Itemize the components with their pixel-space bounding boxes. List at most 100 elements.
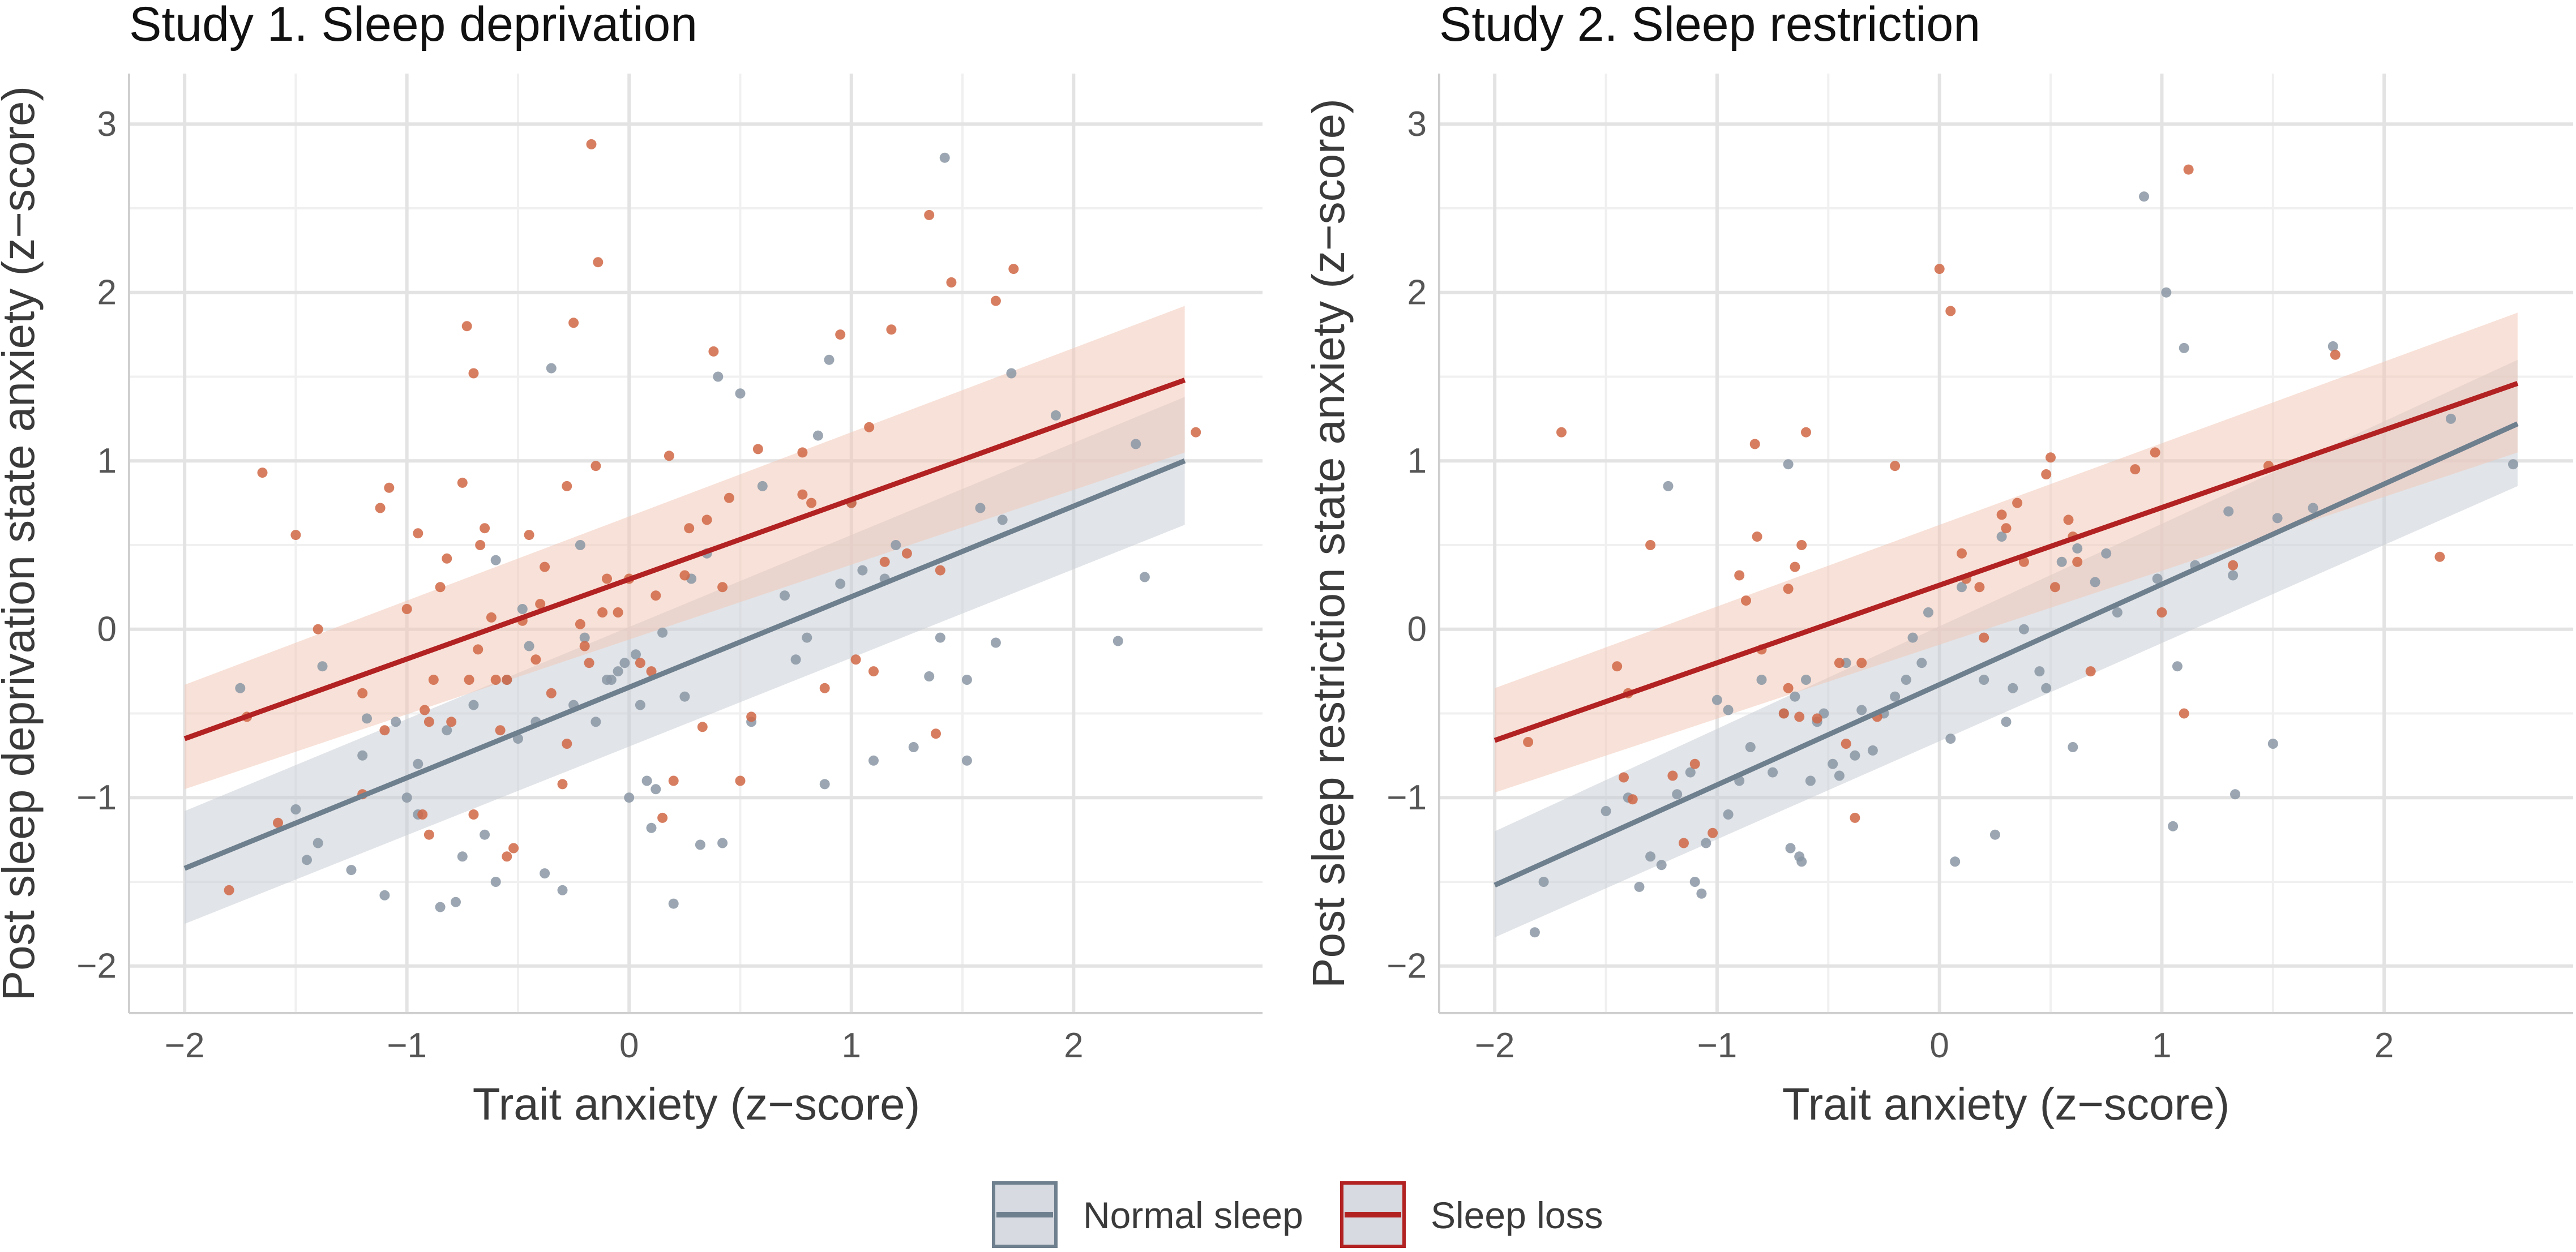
- data-point: [557, 885, 568, 895]
- y-tick-label: 2: [97, 273, 117, 312]
- data-point: [735, 775, 746, 786]
- data-point: [939, 152, 950, 163]
- data-point: [357, 688, 368, 698]
- data-point: [2063, 514, 2074, 525]
- data-point: [1790, 691, 1800, 702]
- data-point: [442, 725, 452, 736]
- data-point: [2046, 452, 2056, 463]
- data-point: [413, 528, 423, 539]
- data-point: [835, 578, 846, 589]
- data-point: [1008, 264, 1019, 275]
- data-point: [357, 750, 368, 761]
- data-point: [590, 461, 601, 471]
- data-point: [2179, 708, 2189, 719]
- data-point: [819, 683, 830, 693]
- data-point: [2327, 341, 2338, 351]
- data-point: [806, 498, 817, 508]
- data-point: [864, 422, 875, 432]
- y-tick-label: 3: [97, 105, 117, 144]
- data-point: [597, 607, 608, 618]
- x-axis-title: Trait anxiety (z−score): [473, 1079, 921, 1129]
- data-point: [2112, 607, 2123, 618]
- confidence-band-sleep-loss: [185, 306, 1185, 790]
- data-point: [1850, 812, 1860, 823]
- data-point: [557, 779, 568, 790]
- data-point: [2001, 523, 2012, 534]
- data-point: [1768, 767, 1778, 778]
- data-point: [457, 851, 468, 862]
- data-point: [1645, 851, 1656, 862]
- data-point: [802, 632, 812, 643]
- points-sleep-loss: [224, 139, 1201, 895]
- data-point: [713, 371, 724, 382]
- data-point: [379, 725, 390, 736]
- data-point: [1950, 856, 1961, 867]
- data-point: [2090, 577, 2100, 588]
- data-point: [1701, 838, 1711, 848]
- data-point: [2179, 342, 2189, 353]
- x-tick-label: 0: [1929, 1026, 1949, 1065]
- data-point: [290, 530, 301, 541]
- data-point: [2168, 821, 2179, 831]
- data-point: [423, 829, 434, 840]
- data-point: [697, 722, 708, 732]
- data-point: [435, 582, 446, 593]
- x-tick-label: −2: [165, 1026, 205, 1065]
- data-point: [593, 257, 604, 268]
- data-point: [1957, 582, 1967, 593]
- x-tick-label: 2: [1064, 1026, 1083, 1065]
- data-point: [1696, 888, 1707, 899]
- data-point: [879, 556, 890, 567]
- data-point: [2041, 469, 2052, 479]
- data-point: [679, 570, 690, 581]
- data-point: [1723, 809, 1734, 820]
- data-point: [480, 523, 490, 534]
- y-tick-label: 1: [97, 441, 117, 481]
- data-point: [2267, 739, 2278, 749]
- data-point: [302, 855, 312, 865]
- data-point: [475, 540, 486, 550]
- data-point: [2072, 556, 2083, 567]
- data-point: [695, 839, 705, 850]
- data-point: [313, 624, 323, 634]
- data-point: [1907, 632, 1918, 643]
- data-point: [624, 792, 635, 803]
- data-point: [1656, 860, 1667, 871]
- data-point: [1752, 531, 1762, 542]
- data-point: [1783, 683, 1794, 693]
- data-point: [2183, 164, 2194, 175]
- data-point: [684, 523, 695, 534]
- data-point: [757, 481, 768, 491]
- data-point: [423, 717, 434, 727]
- y-axis-title: Post sleep restriction state anxiety (z−…: [1303, 98, 1354, 988]
- data-point: [568, 318, 579, 328]
- data-point: [651, 590, 661, 601]
- data-point: [797, 489, 808, 500]
- legend-label-normal-sleep: Normal sleep: [1083, 1194, 1303, 1236]
- data-point: [1796, 540, 1807, 550]
- regression-line-sleep-loss: [183, 378, 1186, 741]
- data-point: [1685, 767, 1696, 778]
- data-point: [2308, 503, 2318, 513]
- data-point: [1667, 770, 1678, 781]
- panel-study-1: Study 1. Sleep deprivation Post sleep de…: [0, 0, 1263, 1129]
- data-point: [1957, 548, 1967, 559]
- data-point: [1050, 410, 1061, 421]
- data-point: [1916, 658, 1927, 668]
- data-point: [317, 661, 328, 672]
- data-point: [735, 388, 746, 399]
- data-point: [790, 654, 801, 665]
- data-point: [1996, 531, 2007, 542]
- data-point: [1538, 877, 1549, 887]
- data-point: [401, 792, 412, 803]
- regression-line-normal-sleep: [1494, 421, 2519, 888]
- data-point: [924, 671, 935, 681]
- data-point: [495, 725, 506, 736]
- data-point: [1783, 584, 1794, 594]
- data-point: [2272, 513, 2283, 524]
- data-point: [1796, 856, 1807, 867]
- data-point: [908, 742, 919, 752]
- data-point: [886, 324, 897, 335]
- data-point: [2130, 464, 2141, 475]
- data-point: [990, 295, 1001, 306]
